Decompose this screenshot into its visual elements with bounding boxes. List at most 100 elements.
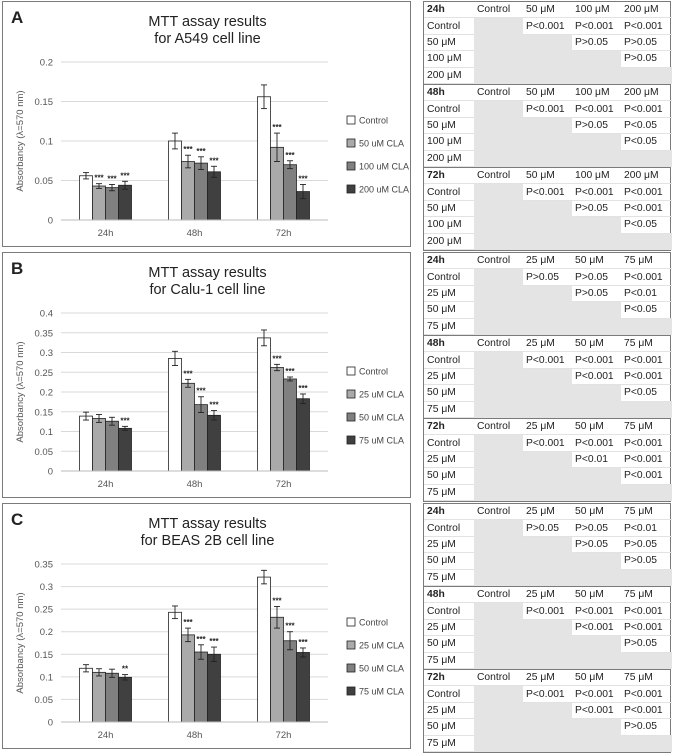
table-cell: P<0.001 — [621, 685, 672, 703]
table-cell — [474, 67, 523, 84]
table-header-row: 48h Control 50 μM 100 μM 200 μM — [424, 85, 672, 102]
table-column-header: 75 μM — [621, 253, 672, 270]
table-column-header: 50 μM — [523, 168, 572, 185]
table-cell: P>0.05 — [572, 536, 621, 554]
table-header-row: 24h Control 25 μM 50 μM 75 μM — [424, 504, 672, 521]
table-row-header: Control — [424, 685, 474, 703]
table-cell — [474, 467, 523, 485]
table-cell — [474, 117, 523, 135]
table-row: Control P<0.001 P<0.001 P<0.001 — [424, 351, 672, 369]
panel-letter: B — [11, 259, 24, 278]
table-row: 50 μM P>0.05 — [424, 635, 672, 653]
legend-swatch — [346, 161, 356, 171]
bar — [92, 418, 106, 472]
table-column-header: Control — [474, 587, 523, 604]
table-cell — [523, 718, 572, 736]
table-cell — [474, 702, 523, 720]
chart-panel-a: A MTT assay results for A549 cell line 0… — [2, 1, 411, 247]
table-cell — [474, 17, 523, 35]
table-cell — [572, 133, 621, 151]
pvalue-table: 48h Control 50 μM 100 μM 200 μM Control P<0.00… — [424, 85, 672, 167]
table-cell — [572, 318, 621, 335]
table-cell — [523, 536, 572, 554]
table-column-header: Control — [474, 336, 523, 353]
table-time-label: 48h — [424, 85, 474, 102]
table-cell: P<0.001 — [572, 602, 621, 620]
table-row-header: Control — [424, 17, 474, 35]
table-cell: P<0.001 — [621, 17, 672, 35]
table-cell: P>0.05 — [572, 285, 621, 303]
significance-label: *** — [298, 384, 308, 393]
y-tick-label: 0.05 — [35, 447, 54, 458]
y-tick-label: 0.3 — [40, 348, 53, 359]
y-tick-label: 0.1 — [40, 427, 53, 438]
table-cell: P<0.001 — [621, 602, 672, 620]
table-time-label: 48h — [424, 336, 474, 353]
table-cell — [474, 735, 523, 752]
legend-label: 25 uM CLA — [359, 641, 404, 651]
table-cell — [474, 50, 523, 68]
table-cell: P<0.001 — [572, 619, 621, 637]
table-cell — [621, 735, 672, 752]
table-cell: P<0.001 — [523, 17, 572, 35]
table-cell: P<0.01 — [621, 285, 672, 303]
table-time-label: 24h — [424, 253, 474, 270]
table-cell — [474, 685, 523, 703]
bar — [207, 653, 221, 723]
table-cell — [523, 233, 572, 250]
table-cell: P>0.05 — [621, 718, 672, 736]
legend-swatch — [346, 138, 356, 148]
panel-letter: A — [11, 8, 24, 27]
table-row: 75 μM — [424, 569, 672, 586]
table-row: 50 μM P<0.001 — [424, 467, 672, 485]
legend-label: 25 uM CLA — [359, 390, 404, 400]
table-cell — [523, 467, 572, 485]
table-cell — [474, 434, 523, 452]
bar — [79, 415, 93, 472]
table-cell — [572, 484, 621, 501]
table-cell — [572, 652, 621, 669]
table-cell — [523, 368, 572, 386]
bar-chart-c: 0 0.05 0.1 0.15 0.2 0.25 0.3 0.35 Absorbancy (λ=… — [15, 560, 404, 742]
table-row: Control P<0.001 P<0.001 P<0.001 — [424, 100, 672, 118]
table-column-header: 50 μM — [572, 587, 621, 604]
table-column-header: Control — [474, 504, 523, 521]
bar-chart-b: 0 0.05 0.1 0.15 0.2 0.25 0.3 0.35 0.4 Absorbancy … — [15, 309, 404, 491]
significance-label: *** — [183, 145, 193, 154]
table-cell — [572, 552, 621, 570]
x-tick-label: 24h — [98, 228, 114, 239]
pvalue-table-b-48h: 48h Control 25 μM 50 μM 75 μM Control P<0.001 P… — [423, 335, 672, 419]
significance-label: *** — [183, 369, 193, 378]
table-row: 100 μM P<0.05 — [424, 216, 672, 234]
chart-title-line-2: for Calu-1 cell line — [149, 282, 266, 298]
table-cell — [474, 652, 523, 669]
table-row: 50 μM P>0.05 P<0.001 — [424, 200, 672, 218]
table-row-header: 75 μM — [424, 652, 474, 669]
table-row-header: 50 μM — [424, 467, 474, 485]
x-tick-label: 48h — [187, 479, 203, 490]
table-column-header: 25 μM — [523, 587, 572, 604]
table-cell: P>0.05 — [572, 34, 621, 52]
y-tick-label: 0.4 — [40, 309, 53, 320]
table-cell — [572, 384, 621, 402]
table-cell: P>0.05 — [572, 200, 621, 218]
legend-swatch — [346, 663, 356, 673]
y-axis-label: Absorbancy (λ=570 nm) — [15, 341, 26, 442]
table-row-header: 25 μM — [424, 451, 474, 469]
table-row-header: Control — [424, 434, 474, 452]
bar — [79, 175, 93, 221]
chart-title-line-1: MTT assay results — [148, 14, 267, 30]
table-cell — [474, 401, 523, 418]
y-tick-label: 0.35 — [35, 560, 54, 571]
table-column-header: 50 μM — [572, 670, 621, 687]
table-row-header: 25 μM — [424, 368, 474, 386]
legend-swatch — [346, 389, 356, 399]
bar — [194, 651, 208, 723]
table-cell — [572, 50, 621, 68]
y-tick-label: 0.15 — [35, 650, 54, 661]
legend-swatch — [346, 617, 356, 627]
table-cell: P<0.001 — [621, 451, 672, 469]
bar — [207, 171, 221, 221]
table-row-header: 50 μM — [424, 34, 474, 52]
table-column-header: 25 μM — [523, 419, 572, 436]
